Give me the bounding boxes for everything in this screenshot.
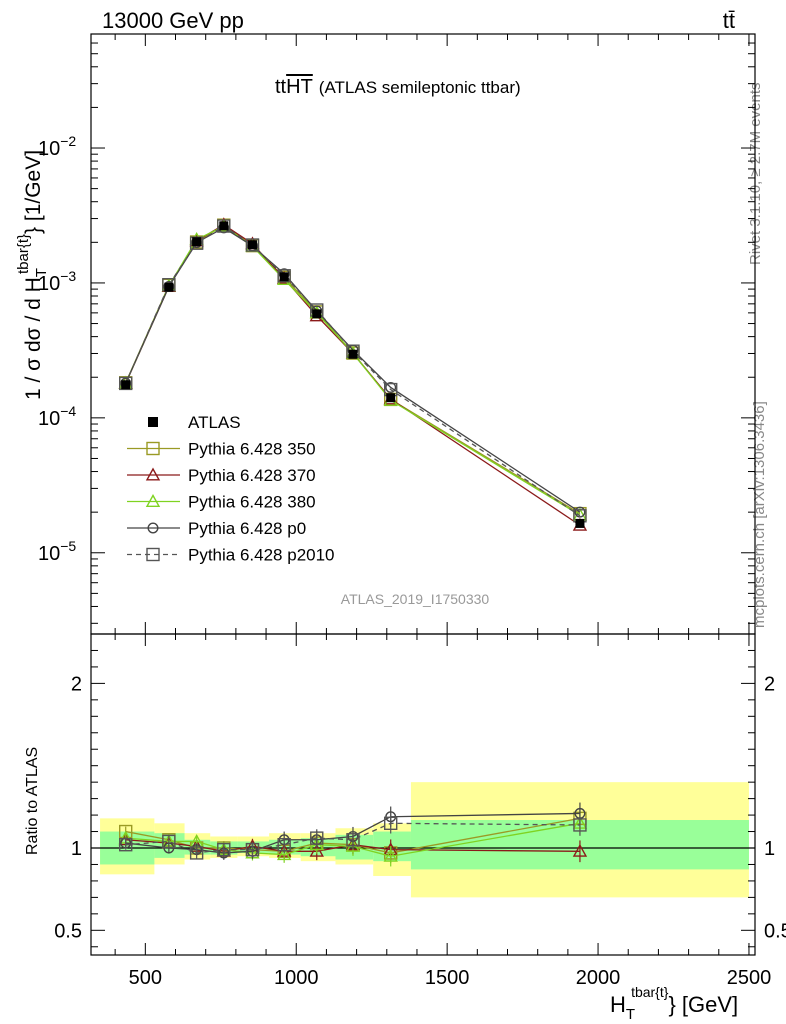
x-tick-label: 500 bbox=[129, 967, 162, 989]
legend-marker bbox=[148, 417, 158, 427]
legend-label: Pythia 6.428 p2010 bbox=[188, 546, 335, 565]
x-tick-label: 2500 bbox=[727, 967, 772, 989]
ratio-series-point bbox=[217, 842, 231, 857]
main-series-line bbox=[125, 225, 581, 517]
ratio-series-point bbox=[189, 846, 204, 860]
ratio-y-tick-label-right: 1 bbox=[764, 838, 775, 860]
ratio-series-point bbox=[245, 842, 260, 857]
plot-title-overline: HT bbox=[286, 76, 313, 98]
ratio-uncertainty-bands bbox=[100, 782, 749, 898]
ratio-y-tick-label-left: 0.5 bbox=[54, 920, 82, 942]
y-axis-label-sup: tbar{t} bbox=[15, 234, 32, 274]
legend-label: Pythia 6.428 p0 bbox=[188, 519, 306, 538]
data-point bbox=[192, 237, 202, 247]
ratio-series-point bbox=[384, 816, 398, 831]
y-axis-label-tail: } [1/GeV] bbox=[22, 150, 45, 234]
plot-title: ttHT (ATLAS semileptonic ttbar) bbox=[275, 76, 521, 98]
ratio-series-point bbox=[383, 848, 398, 862]
data-point bbox=[575, 518, 585, 528]
legend-label: ATLAS bbox=[188, 413, 241, 432]
ratio-y-tick-label-left: 1 bbox=[71, 838, 82, 860]
ratio-series-point bbox=[310, 831, 324, 845]
ratio-y-axis-label: Ratio to ATLAS bbox=[24, 747, 41, 855]
ratio-series-line bbox=[125, 839, 580, 852]
x-tick-label: 2000 bbox=[576, 967, 621, 989]
process-label: tt̄ bbox=[723, 8, 735, 33]
mcplots-label: mcplots.cern.ch [arXiv:1306.3436] bbox=[751, 401, 768, 628]
ratio-plot-frame bbox=[90, 633, 756, 956]
data-point bbox=[164, 282, 174, 292]
data-point bbox=[219, 221, 229, 231]
data-point bbox=[121, 380, 131, 390]
ratio-series-line bbox=[125, 812, 580, 854]
x-tick-label: 1000 bbox=[274, 967, 319, 989]
y-tick-label: 10−3 bbox=[38, 268, 76, 295]
y-tick-label: 10−4 bbox=[38, 403, 76, 430]
legend-label: Pythia 6.428 350 bbox=[188, 440, 316, 459]
data-point bbox=[279, 272, 289, 282]
x-axis-label-sub: T bbox=[626, 1006, 635, 1023]
ratio-series-layer bbox=[118, 802, 588, 867]
plot-title-sub: (ATLAS semileptonic ttbar) bbox=[319, 78, 521, 97]
ratio-series-line bbox=[125, 822, 580, 854]
legend-label: Pythia 6.428 370 bbox=[188, 466, 316, 485]
ratio-series-point bbox=[276, 847, 292, 861]
legend-marker bbox=[146, 547, 160, 562]
y-tick-label: 10−2 bbox=[38, 133, 76, 160]
main-plot-frame bbox=[90, 33, 756, 635]
analysis-id-label: ATLAS_2019_I1750330 bbox=[341, 591, 490, 607]
y-axis-label-sub: T bbox=[33, 268, 50, 277]
y-tick-label: 10−5 bbox=[38, 538, 76, 565]
ratio-series-point bbox=[572, 843, 588, 857]
legend-marker bbox=[145, 494, 161, 507]
x-tick-label: 1500 bbox=[425, 967, 470, 989]
main-series-point bbox=[277, 269, 291, 283]
legend-marker bbox=[146, 441, 160, 456]
axis-ticks: 500 1000 1500 2000 2500 10−5 10−4 10−3 10−2 0.5 0.… bbox=[38, 33, 786, 989]
ratio-series-point bbox=[346, 833, 360, 847]
collision-label: 13000 GeV pp bbox=[102, 8, 244, 33]
x-axis-label-main: H bbox=[610, 992, 626, 1017]
ratio-series-point bbox=[309, 843, 324, 857]
legend: ATLAS Pythia 6.428 350 Pythia 6.428 370 Pyt… bbox=[127, 413, 335, 565]
legend-label: Pythia 6.428 380 bbox=[188, 493, 316, 512]
main-series-point bbox=[385, 381, 397, 393]
y-axis-label: 1 / σ dσ / d HTtbar{t}} [1/GeV] bbox=[15, 150, 50, 400]
main-series-point bbox=[245, 238, 260, 252]
legend-marker bbox=[147, 522, 159, 534]
ratio-y-tick-label-left: 2 bbox=[71, 673, 82, 695]
ratio-series-point bbox=[119, 838, 133, 852]
data-point bbox=[386, 393, 396, 403]
ratio-series-line bbox=[125, 822, 581, 857]
data-point bbox=[348, 349, 358, 359]
main-series-point bbox=[189, 236, 204, 250]
main-series-line bbox=[125, 225, 581, 516]
x-axis-label-sup: tbar{t} bbox=[631, 984, 669, 1000]
data-point bbox=[312, 309, 322, 319]
ratio-y-tick-label-right: 2 bbox=[764, 673, 775, 695]
x-axis-label-tail: } [GeV] bbox=[668, 992, 738, 1017]
main-series-layer bbox=[118, 217, 588, 531]
svg-text:1 / σ dσ / d HTtbar{t}} [1/GeV: 1 / σ dσ / d HTtbar{t}} [1/GeV] bbox=[15, 150, 50, 400]
ratio-series-line bbox=[125, 817, 581, 854]
plot-title-main: tt bbox=[275, 76, 287, 98]
ratio-series-point bbox=[277, 838, 291, 852]
main-series-point bbox=[119, 376, 133, 391]
legend-marker bbox=[145, 467, 161, 481]
main-series-point bbox=[574, 506, 586, 518]
data-point bbox=[247, 240, 257, 250]
ratio-series-point bbox=[162, 834, 176, 849]
x-axis-label: HTtbar{t}} [GeV] bbox=[610, 984, 738, 1023]
ratio-series-point bbox=[573, 818, 587, 832]
y-axis-label-main: 1 / σ dσ / d H bbox=[22, 277, 45, 400]
ratio-y-tick-label-right: 0.5 bbox=[764, 920, 786, 942]
main-series-point bbox=[217, 219, 231, 233]
